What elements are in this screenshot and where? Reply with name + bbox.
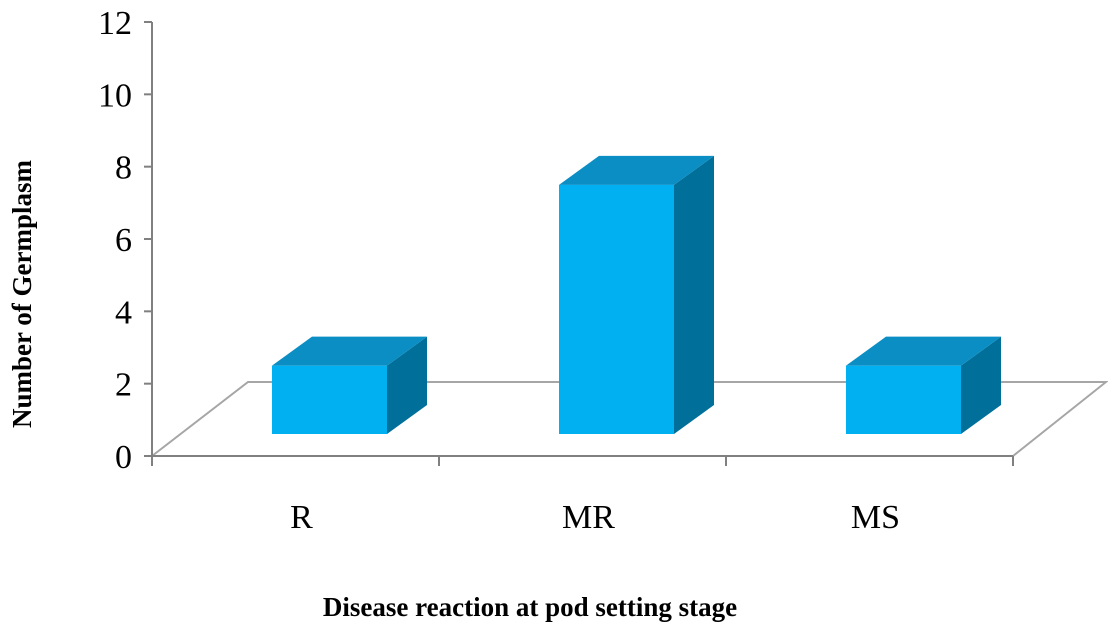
bar-front-face xyxy=(559,184,674,434)
x-tick-label: R xyxy=(290,499,313,536)
y-tick-label: 10 xyxy=(98,77,132,114)
bar-ms xyxy=(846,336,1001,434)
bar-front-face xyxy=(846,365,961,434)
bar-front-face xyxy=(272,365,387,434)
bar-top-face xyxy=(272,336,427,366)
chart-axes xyxy=(144,21,1014,466)
y-tick-label: 12 xyxy=(98,5,132,42)
bar-top-face xyxy=(559,155,714,185)
x-tick-label: MR xyxy=(562,499,615,536)
bar-side-face xyxy=(961,336,1001,434)
y-tick-label: 0 xyxy=(115,439,132,476)
bar-side-face xyxy=(674,155,714,435)
x-axis-title: Disease reaction at pod setting stage xyxy=(323,592,737,622)
chart-labels: 0 2 4 6 8 10 12 R MR MS xyxy=(98,5,900,536)
y-tick-label: 6 xyxy=(115,222,132,259)
y-tick-label: 8 xyxy=(115,150,132,187)
bar-mr xyxy=(559,155,714,435)
y-tick-label: 4 xyxy=(115,294,132,331)
x-tick-label: MS xyxy=(851,499,900,536)
bar-side-face xyxy=(387,336,427,434)
bar-r xyxy=(272,336,427,434)
chart-bars xyxy=(272,155,1001,435)
bar-top-face xyxy=(846,336,1001,366)
y-tick-label: 2 xyxy=(115,367,132,404)
y-axis-title: Number of Germplasm xyxy=(7,160,37,428)
